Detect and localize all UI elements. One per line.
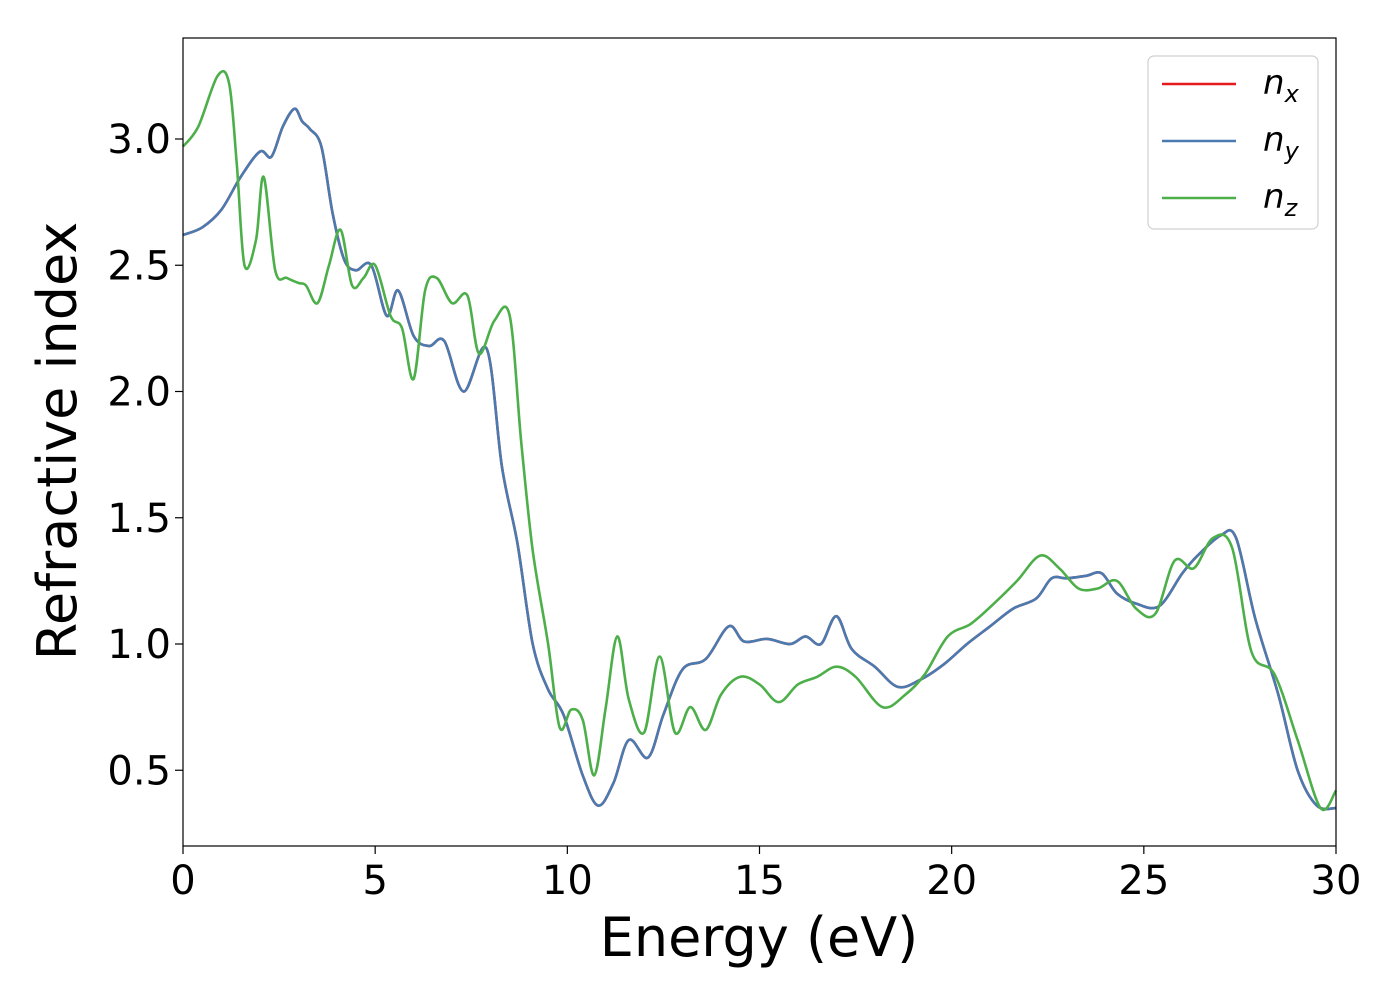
x-tick-label: 30 xyxy=(1311,858,1362,904)
legend-box xyxy=(1147,55,1319,230)
x-tick-label: 0 xyxy=(170,858,195,904)
y-tick-label: 1.0 xyxy=(107,622,171,668)
y-tick-label: 2.5 xyxy=(107,243,171,289)
x-tick-label: 20 xyxy=(926,858,977,904)
x-tick-label: 5 xyxy=(362,858,387,904)
series-line-ny xyxy=(182,107,1337,811)
y-axis: 0.5 1.0 1.5 2.0 2.5 3.0 xyxy=(107,117,183,794)
x-tick-label: 10 xyxy=(542,858,593,904)
y-tick-label: 1.5 xyxy=(107,496,171,542)
y-axis-label: Refractive index xyxy=(26,222,89,661)
y-tick-label: 2.0 xyxy=(107,370,171,416)
y-tick-label: 0.5 xyxy=(107,748,171,794)
x-axis-label: Energy (eV) xyxy=(600,906,919,969)
x-axis: 0 5 10 15 20 25 30 xyxy=(170,846,1361,904)
x-tick-label: 15 xyxy=(734,858,785,904)
y-tick-label: 3.0 xyxy=(107,117,171,163)
x-tick-label: 25 xyxy=(1118,858,1169,904)
plot-lines xyxy=(181,69,1338,812)
series-line-nz xyxy=(181,69,1338,812)
